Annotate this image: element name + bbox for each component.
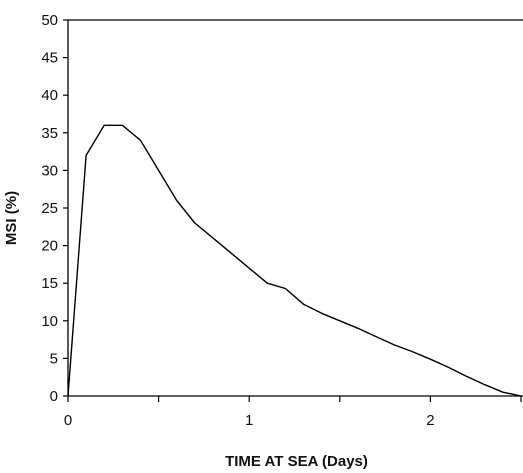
x-axis: 0 1 2 <box>64 396 522 429</box>
y-tick-label: 50 <box>41 12 58 29</box>
y-tick-label: 0 <box>50 388 58 405</box>
x-tick-label: 2 <box>426 412 434 429</box>
y-axis: 0 5 10 15 20 25 30 35 40 45 50 <box>41 12 68 405</box>
y-tick-label: 40 <box>41 87 58 104</box>
x-tick-label: 1 <box>245 412 253 429</box>
series-line <box>67 124 522 397</box>
y-tick-label: 10 <box>41 313 58 330</box>
plot-area <box>67 19 523 397</box>
y-tick-label: 25 <box>41 200 58 217</box>
y-tick-label: 20 <box>41 238 58 255</box>
x-tick-label: 0 <box>64 412 72 429</box>
y-axis-title: MSI (%) <box>3 191 20 245</box>
y-tick-label: 35 <box>41 125 58 142</box>
y-tick-label: 45 <box>41 50 58 67</box>
series-layer <box>67 124 522 397</box>
y-tick-label: 15 <box>41 275 58 292</box>
x-axis-title: TIME AT SEA (Days) <box>225 453 368 470</box>
y-tick-label: 30 <box>41 162 58 179</box>
y-tick-label: 5 <box>50 350 58 367</box>
